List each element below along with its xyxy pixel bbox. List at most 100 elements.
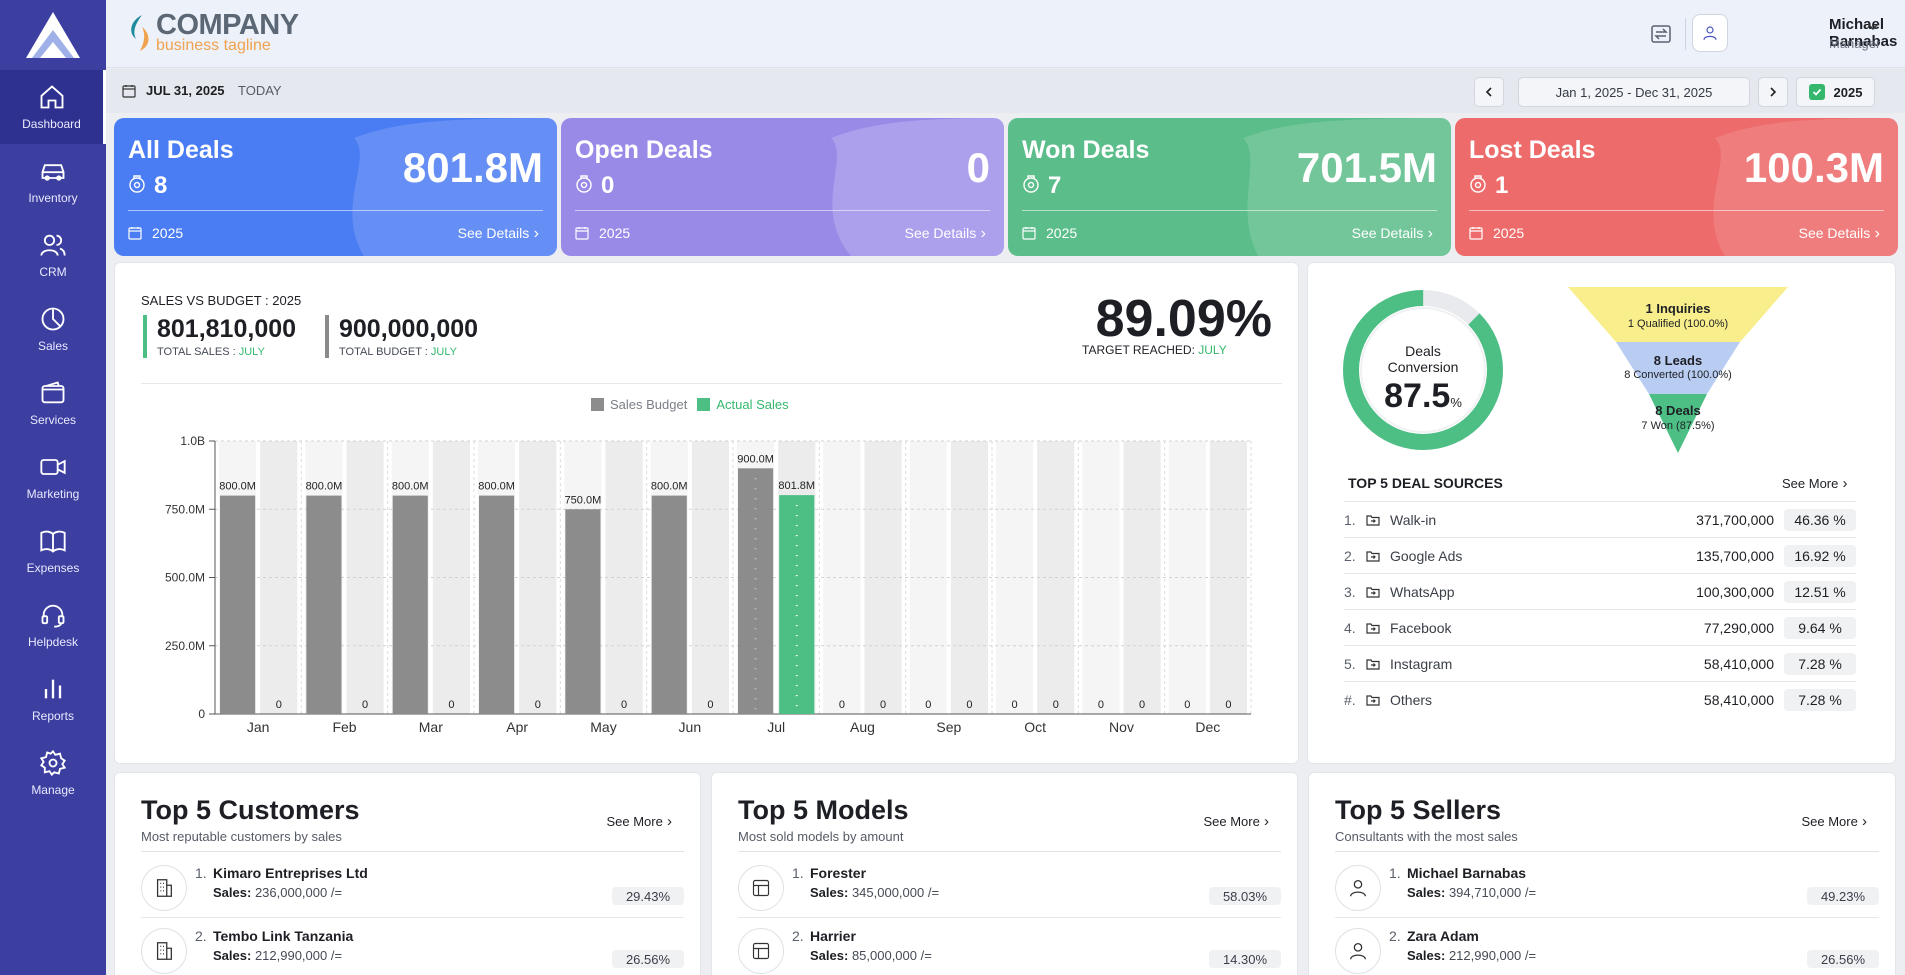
nav-item-inventory[interactable]: Inventory [0, 144, 106, 218]
kpi-count: 0 [601, 172, 615, 199]
sales-value: 212,990,000 /= [254, 948, 343, 963]
funnel-title: 1 Inquiries [1645, 301, 1711, 316]
see-more-link[interactable]: See More [606, 813, 672, 830]
x-tick-label: Feb [332, 719, 356, 735]
switch-icon[interactable] [1649, 22, 1673, 46]
nav-item-expenses[interactable]: Expenses [0, 514, 106, 588]
donut-inner-ring [1360, 307, 1486, 433]
item-rank: 1. [1389, 865, 1401, 881]
company-name: COMPANY [156, 9, 299, 41]
list-item[interactable]: 1. Kimaro Entreprises Ltd Sales: 236,000… [141, 855, 684, 917]
funnel-stage-inquiries[interactable] [1568, 287, 1788, 342]
x-tick-label: Sep [936, 719, 961, 735]
budget-data-label: 0 [839, 699, 845, 711]
nav-label: Manage [31, 783, 75, 797]
nav-item-services[interactable]: Services [0, 366, 106, 440]
nav-item-crm[interactable]: CRM [0, 218, 106, 292]
headset-icon [41, 604, 65, 628]
actual-data-label: 0 [966, 699, 972, 711]
nav-item-marketing[interactable]: Marketing [0, 440, 106, 514]
actual-data-label: 0 [362, 699, 368, 711]
kpi-card-won-deals[interactable]: Won Deals 7 701.5M 2025 See Details [1008, 118, 1451, 256]
nav-item-reports[interactable]: Reports [0, 662, 106, 736]
see-details-link[interactable]: See Details [1799, 225, 1880, 243]
see-details-link[interactable]: See Details [1352, 225, 1433, 243]
deal-source-row[interactable]: 1. Walk-in 371,700,000 46.36 % [1344, 501, 1856, 537]
deal-source-row[interactable]: 5. Instagram 58,410,000 7.28 % [1344, 645, 1856, 681]
sales-label: Sales: [213, 885, 252, 900]
company-brand[interactable]: COMPANY business tagline [126, 9, 299, 54]
source-icon [1366, 550, 1380, 562]
y-tick-label: 500.0M [165, 571, 205, 585]
actual-data-label: 0 [1053, 699, 1059, 711]
deal-sources-see-more[interactable]: See More [1782, 475, 1848, 492]
see-details-link[interactable]: See Details [905, 225, 986, 243]
next-period-button[interactable] [1758, 77, 1788, 107]
budget-bar [306, 495, 342, 714]
source-amount: 371,700,000 [1696, 511, 1774, 528]
pie-chart-icon [41, 307, 65, 331]
actual-data-label: 0 [276, 699, 282, 711]
source-rank: 5. [1344, 655, 1356, 672]
nav-item-dashboard[interactable]: Dashboard [0, 70, 106, 144]
kpi-card-all-deals[interactable]: All Deals 8 801.8M 2025 See Details [114, 118, 557, 256]
avatar[interactable] [1692, 14, 1728, 52]
kpi-card-open-deals[interactable]: Open Deals 0 0 2025 See Details [561, 118, 1004, 256]
sales-vs-budget-panel: SALES VS BUDGET : 2025 801,810,000 TOTAL… [114, 262, 1299, 764]
deal-source-row[interactable]: 3. WhatsApp 100,300,000 12.51 % [1344, 573, 1856, 609]
card-wave-decoration [831, 118, 1004, 256]
actual-data-label: 0 [448, 699, 454, 711]
source-amount: 135,700,000 [1696, 547, 1774, 564]
sales-value: 212,990,000 /= [1448, 948, 1537, 963]
source-percent: 16.92 % [1784, 544, 1856, 567]
funnel-stage-leads[interactable] [1616, 342, 1740, 394]
list-item[interactable]: 1. Forester Sales: 345,000,000 /= 58.03% [738, 855, 1281, 917]
user-name[interactable]: Michael Barnabas [1829, 16, 1898, 50]
month-label: JULY [238, 346, 265, 358]
nav-item-sales[interactable]: Sales [0, 292, 106, 366]
chart-legend: Sales Budget Actual Sales [591, 397, 789, 412]
list-item[interactable]: 2. Zara Adam Sales: 212,990,000 /= 26.56… [1335, 917, 1879, 975]
conversion-donut-chart [1343, 290, 1503, 450]
calendar-icon [122, 85, 136, 98]
source-rank: 3. [1344, 583, 1356, 600]
prev-period-button[interactable] [1474, 77, 1504, 107]
legend-budget-label[interactable]: Sales Budget [610, 397, 688, 412]
list-item[interactable]: 2. Tembo Link Tanzania Sales: 212,990,00… [141, 917, 684, 975]
see-more-link[interactable]: See More [1203, 813, 1269, 830]
legend-actual-label[interactable]: Actual Sales [716, 397, 789, 412]
calendar-icon [1022, 227, 1036, 240]
item-percent: 49.23% [1807, 887, 1879, 905]
kpi-card-lost-deals[interactable]: Lost Deals 1 100.3M 2025 See Details [1455, 118, 1898, 256]
list-item[interactable]: 2. Harrier Sales: 85,000,000 /= 14.30% [738, 917, 1281, 975]
funnel-stage-deals[interactable] [1649, 394, 1707, 453]
see-details-link[interactable]: See Details [458, 225, 539, 243]
budget-data-label: 800.0M [219, 481, 256, 493]
item-name: Harrier [810, 928, 856, 944]
source-name: Others [1390, 691, 1433, 708]
donut-label-line2: Conversion [1387, 359, 1459, 375]
item-name: Michael Barnabas [1407, 865, 1527, 881]
deal-source-row[interactable]: 2. Google Ads 135,700,000 16.92 % [1344, 537, 1856, 573]
target-caption: TARGET REACHED: [1082, 343, 1195, 357]
funnel-sub: 1 Qualified (100.0%) [1627, 318, 1729, 330]
sales-funnel [1568, 287, 1788, 453]
budget-data-label: 0 [925, 699, 931, 711]
deal-source-row[interactable]: 4. Facebook 77,290,000 9.64 % [1344, 609, 1856, 645]
card-wave-decoration [1713, 118, 1898, 256]
sales-label: Sales: [213, 948, 252, 963]
kpi-value: 701.5M [1296, 144, 1437, 191]
kpi-divider [1022, 210, 1437, 211]
nav-item-manage[interactable]: Manage [0, 736, 106, 810]
list-item[interactable]: 1. Michael Barnabas Sales: 394,710,000 /… [1335, 855, 1879, 917]
year-toggle[interactable]: 2025 [1796, 77, 1875, 107]
chevron-down-icon[interactable] [1865, 18, 1881, 34]
card-wave-decoration [1243, 118, 1451, 256]
deal-source-row[interactable]: #. Others 58,410,000 7.28 % [1344, 681, 1856, 717]
app-logo[interactable] [26, 12, 80, 58]
see-more-link[interactable]: See More [1801, 813, 1867, 830]
item-sales: Sales: 236,000,000 /= [213, 885, 342, 900]
date-range-picker[interactable]: Jan 1, 2025 - Dec 31, 2025 [1518, 77, 1750, 107]
nav-item-helpdesk[interactable]: Helpdesk [0, 588, 106, 662]
video-icon [40, 459, 66, 475]
